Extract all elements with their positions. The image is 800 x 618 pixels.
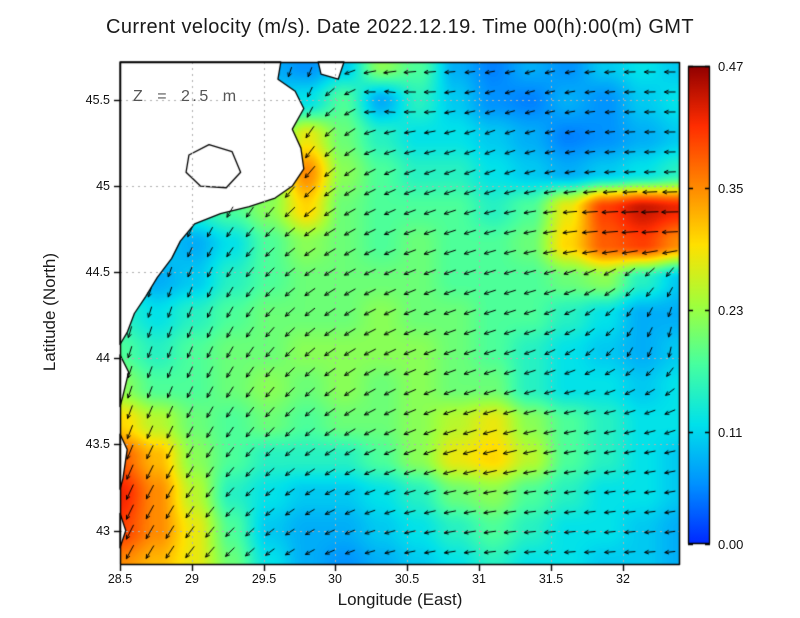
x-axis-label: Longitude (East) [337,590,463,609]
colorbar-tick-label: 0.11 [718,425,743,440]
colorbar-tick-label: 0.23 [718,303,744,318]
x-tick-label: 29.5 [251,572,277,586]
colorbar-tick-label: 0.47 [718,59,744,74]
chart-title: Current velocity (m/s). Date 2022.12.19.… [106,16,694,38]
x-tick-label: 29 [185,572,199,586]
x-tick-label: 32 [616,572,630,586]
y-tick-label: 44.5 [85,265,110,279]
x-tick-label: 31.5 [538,572,564,586]
y-tick-label: 45 [96,179,110,193]
colorbar-tick-label: 0.00 [718,537,744,552]
y-tick-label: 43.5 [85,437,110,451]
x-tick-label: 31 [472,572,486,586]
depth-annotation: Z = 2.5 m [133,88,239,105]
x-tick-label: 30.5 [394,572,420,586]
x-tick-label: 28.5 [107,572,133,586]
y-tick-label: 45.5 [85,93,110,107]
y-tick-label: 44 [96,351,110,365]
y-axis-label: Latitude (North) [40,252,59,372]
colorbar-tick-label: 0.35 [718,181,744,196]
y-tick-label: 43 [96,524,110,538]
x-tick-label: 30 [328,572,342,586]
